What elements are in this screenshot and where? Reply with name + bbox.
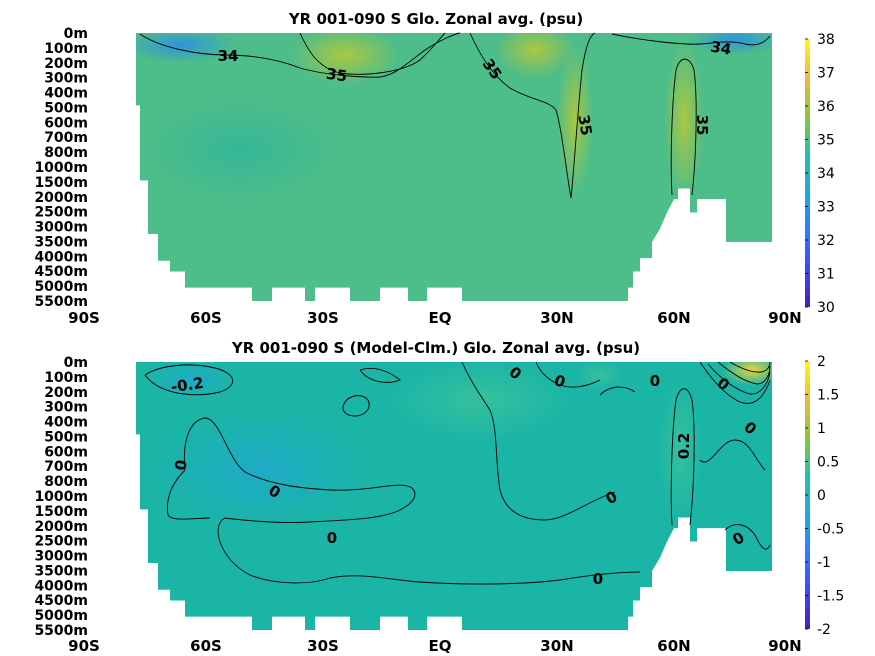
contour-lines: [144, 361, 771, 585]
contour-label: -0.2: [170, 374, 205, 396]
x-tick-label: 60S: [190, 309, 222, 327]
y-tick-label: 1500m: [34, 504, 88, 520]
y-tick-label: 600m: [44, 115, 88, 131]
colorbar-tick-label: 37: [817, 66, 835, 82]
y-tick-label: 200m: [44, 385, 88, 401]
y-tick-label: 100m: [44, 41, 88, 57]
x-tick-label: 60S: [190, 637, 222, 655]
contour-label: 35: [693, 115, 711, 136]
x-tick-label: EQ: [429, 637, 452, 655]
x-tick-label: 90N: [768, 309, 801, 327]
x-tick-label: 60N: [657, 309, 690, 327]
y-tick-label: 200m: [44, 56, 88, 72]
y-tick-label: 0m: [64, 26, 88, 42]
x-tick-label: 30N: [540, 637, 573, 655]
colorbar-tick-label: -2: [817, 622, 831, 638]
x-tick-label: 90N: [768, 637, 801, 655]
panel-title: YR 001-090 S Glo. Zonal avg. (psu): [288, 10, 583, 28]
y-tick-label: 500m: [44, 429, 88, 445]
contour-label: 34: [709, 37, 733, 58]
contour-label: 0: [650, 372, 660, 390]
x-tick-label: 90S: [68, 309, 100, 327]
colorbar-tick-label: 36: [817, 99, 835, 115]
y-tick-label: 800m: [44, 145, 88, 161]
y-tick-label: 3500m: [34, 234, 88, 250]
colorbar: 30 31 32 33 34 35 36 37 38: [805, 32, 835, 316]
y-tick-label: 800m: [44, 474, 88, 490]
y-tick-label: 1000m: [34, 160, 88, 176]
y-tick-label: 3500m: [34, 563, 88, 579]
contour-label: 0: [171, 458, 191, 471]
colorbar-tick-label: 2: [817, 354, 826, 370]
contour-lines: [139, 32, 771, 199]
colorbar-tick-label: -0.5: [817, 522, 844, 538]
y-tick-label: 3000m: [34, 549, 88, 565]
y-tick-label: 4500m: [34, 593, 88, 609]
salinity-panel: YR 001-090 S Glo. Zonal avg. (psu) 34 35: [34, 10, 834, 327]
salinity-anomaly-panel: YR 001-090 S (Model-Clm.) Glo. Zonal avg…: [34, 339, 844, 655]
contour-label: 0: [327, 529, 337, 547]
colorbar-tick-label: 30: [817, 300, 835, 316]
colorbar-tick-label: 35: [817, 133, 835, 149]
y-tick-label: 400m: [44, 415, 88, 431]
contour-label: 34: [218, 47, 239, 65]
y-tick-label: 1000m: [34, 489, 88, 505]
y-tick-label: 300m: [44, 71, 88, 87]
y-tick-label: 4500m: [34, 264, 88, 280]
y-tick-label: 5000m: [34, 279, 88, 295]
colorbar-tick-label: -1: [817, 555, 831, 571]
x-tick-label: 30N: [540, 309, 573, 327]
y-tick-label: 4000m: [34, 578, 88, 594]
x-axis: 90S 60S 30S EQ 30N 60N 90N: [68, 309, 802, 327]
y-tick-label: 600m: [44, 444, 88, 460]
y-tick-label: 4000m: [34, 249, 88, 265]
colorbar-tick-label: 0: [817, 488, 826, 504]
y-tick-label: 500m: [44, 100, 88, 116]
colorbar-tick-label: 34: [817, 166, 835, 182]
y-tick-label: 2000m: [34, 190, 88, 206]
y-tick-label: 2500m: [34, 205, 88, 221]
colorbar-tick-label: 0.5: [817, 455, 839, 471]
y-tick-label: 700m: [44, 130, 88, 146]
contour-label: 0: [593, 570, 603, 588]
colorbar: -2 -1.5 -1 -0.5 0 0.5 1 1.5 2: [805, 354, 844, 638]
x-tick-label: EQ: [429, 309, 452, 327]
colorbar-tick-label: 32: [817, 233, 835, 249]
salinity-field: [136, 33, 772, 301]
contour-label: 35: [574, 113, 595, 137]
panel-title: YR 001-090 S (Model-Clm.) Glo. Zonal avg…: [231, 339, 640, 357]
y-tick-label: 2000m: [34, 519, 88, 535]
y-tick-label: 0m: [64, 355, 88, 371]
y-tick-label: 100m: [44, 370, 88, 386]
y-tick-label: 1500m: [34, 175, 88, 191]
x-axis: 90S 60S 30S EQ 30N 60N 90N: [68, 637, 802, 655]
contour-label: 35: [325, 65, 348, 86]
colorbar-tick-label: 33: [817, 200, 835, 216]
colorbar-tick-label: 1.5: [817, 388, 839, 404]
colorbar-tick-label: 31: [817, 267, 835, 283]
y-tick-label: 400m: [44, 86, 88, 102]
y-tick-label: 5500m: [34, 294, 88, 310]
contour-label: 0.2: [675, 433, 693, 460]
y-axis: 0m100m200m300m400m500m600m700m800m1000m1…: [34, 26, 88, 310]
x-tick-label: 90S: [68, 637, 100, 655]
x-tick-label: 30S: [307, 309, 339, 327]
y-tick-label: 300m: [44, 400, 88, 416]
y-tick-label: 700m: [44, 459, 88, 475]
y-tick-label: 3000m: [34, 220, 88, 236]
anomaly-field: [136, 362, 772, 630]
x-tick-label: 30S: [307, 637, 339, 655]
colorbar-tick-label: 1: [817, 421, 826, 437]
y-tick-label: 5500m: [34, 623, 88, 639]
y-axis: 0m100m200m300m400m500m600m700m800m1000m1…: [34, 355, 88, 639]
colorbar-tick-label: -1.5: [817, 589, 844, 605]
y-tick-label: 2500m: [34, 534, 88, 550]
colorbar-tick-label: 38: [817, 32, 835, 48]
y-tick-label: 5000m: [34, 608, 88, 624]
x-tick-label: 60N: [657, 637, 690, 655]
